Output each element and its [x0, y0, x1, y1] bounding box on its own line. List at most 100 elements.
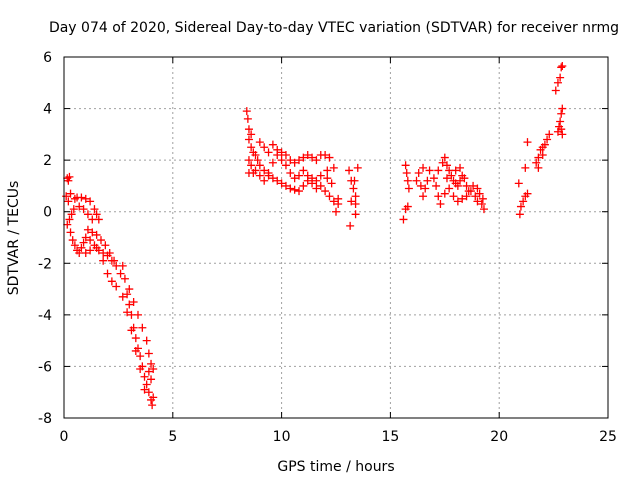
y-tick-label: -6 — [38, 359, 52, 375]
data-point — [557, 109, 566, 118]
data-point — [127, 326, 136, 335]
data-point — [86, 246, 95, 255]
data-point — [92, 243, 101, 252]
data-point — [123, 290, 132, 299]
data-point — [65, 215, 74, 224]
x-tick-label: 0 — [60, 429, 69, 445]
data-point — [349, 184, 358, 193]
data-point — [101, 241, 110, 250]
x-tick-label: 10 — [273, 429, 291, 445]
data-point — [308, 179, 317, 188]
data-point — [325, 192, 334, 201]
data-point — [144, 349, 153, 358]
data-point — [96, 236, 105, 245]
data-point — [321, 150, 330, 159]
data-point — [323, 166, 332, 175]
data-point — [299, 153, 308, 162]
data-point — [105, 248, 114, 257]
data-point — [532, 158, 541, 167]
data-point — [514, 179, 523, 188]
data-point — [534, 163, 543, 172]
data-point — [86, 197, 95, 206]
data-point — [423, 176, 432, 185]
data-point — [453, 181, 462, 190]
data-point — [453, 197, 462, 206]
data-point — [83, 210, 92, 219]
data-point — [523, 189, 532, 198]
data-point — [419, 192, 428, 201]
data-point — [264, 169, 273, 178]
data-point — [68, 236, 77, 245]
data-point — [425, 166, 434, 175]
data-point — [543, 135, 552, 144]
data-point — [251, 150, 260, 159]
data-point — [92, 230, 101, 239]
data-point — [281, 150, 290, 159]
data-point — [316, 171, 325, 180]
data-point — [277, 148, 286, 157]
data-point — [286, 184, 295, 193]
y-axis-ticks: -8 -6 -4 -2 0 2 4 6 — [38, 50, 608, 427]
data-point — [268, 140, 277, 149]
data-point — [399, 215, 408, 224]
data-point — [244, 156, 253, 165]
data-point — [545, 130, 554, 139]
data-point — [83, 225, 92, 234]
data-point — [99, 256, 108, 265]
data-point — [144, 388, 153, 397]
data-point — [456, 163, 465, 172]
data-point — [534, 153, 543, 162]
data-point — [142, 336, 151, 345]
data-point — [556, 117, 565, 126]
data-point — [556, 73, 565, 82]
data-point — [308, 153, 317, 162]
data-point — [244, 135, 253, 144]
data-point — [136, 352, 145, 361]
data-point — [110, 256, 119, 265]
data-point — [66, 189, 75, 198]
y-tick-label: -2 — [38, 256, 52, 272]
data-point — [558, 104, 567, 113]
x-axis-ticks: 0 5 10 15 20 25 — [60, 57, 617, 445]
data-point — [558, 130, 567, 139]
data-point — [347, 197, 356, 206]
data-point — [402, 169, 411, 178]
data-point — [334, 194, 343, 203]
data-point — [345, 166, 354, 175]
data-point — [286, 169, 295, 178]
data-point — [419, 163, 428, 172]
data-point — [469, 181, 478, 190]
data-point — [523, 138, 532, 147]
data-point — [440, 189, 449, 198]
data-point — [557, 125, 566, 134]
data-point — [148, 401, 157, 410]
data-point — [264, 148, 273, 157]
y-tick-label: 4 — [43, 102, 52, 118]
data-point — [456, 176, 465, 185]
data-point — [449, 192, 458, 201]
data-point — [81, 248, 90, 257]
data-point — [515, 210, 524, 219]
y-tick-label: 2 — [43, 153, 52, 169]
data-point — [103, 269, 112, 278]
chart-title: Day 074 of 2020, Sidereal Day-to-day VTE… — [49, 20, 619, 36]
data-points — [62, 62, 567, 410]
data-point — [312, 176, 321, 185]
y-axis-label: SDTVAR / TECUs — [6, 181, 22, 296]
data-point — [260, 176, 269, 185]
data-point — [551, 86, 560, 95]
data-point — [118, 292, 127, 301]
data-point — [538, 150, 547, 159]
y-tick-label: -8 — [38, 411, 52, 427]
data-point — [295, 171, 304, 180]
data-point — [133, 310, 142, 319]
data-point — [81, 233, 90, 242]
data-point — [323, 174, 332, 183]
data-point — [149, 365, 158, 374]
data-point — [346, 221, 355, 230]
data-point — [277, 156, 286, 165]
data-point — [414, 169, 423, 178]
data-point — [351, 192, 360, 201]
data-point — [277, 179, 286, 188]
